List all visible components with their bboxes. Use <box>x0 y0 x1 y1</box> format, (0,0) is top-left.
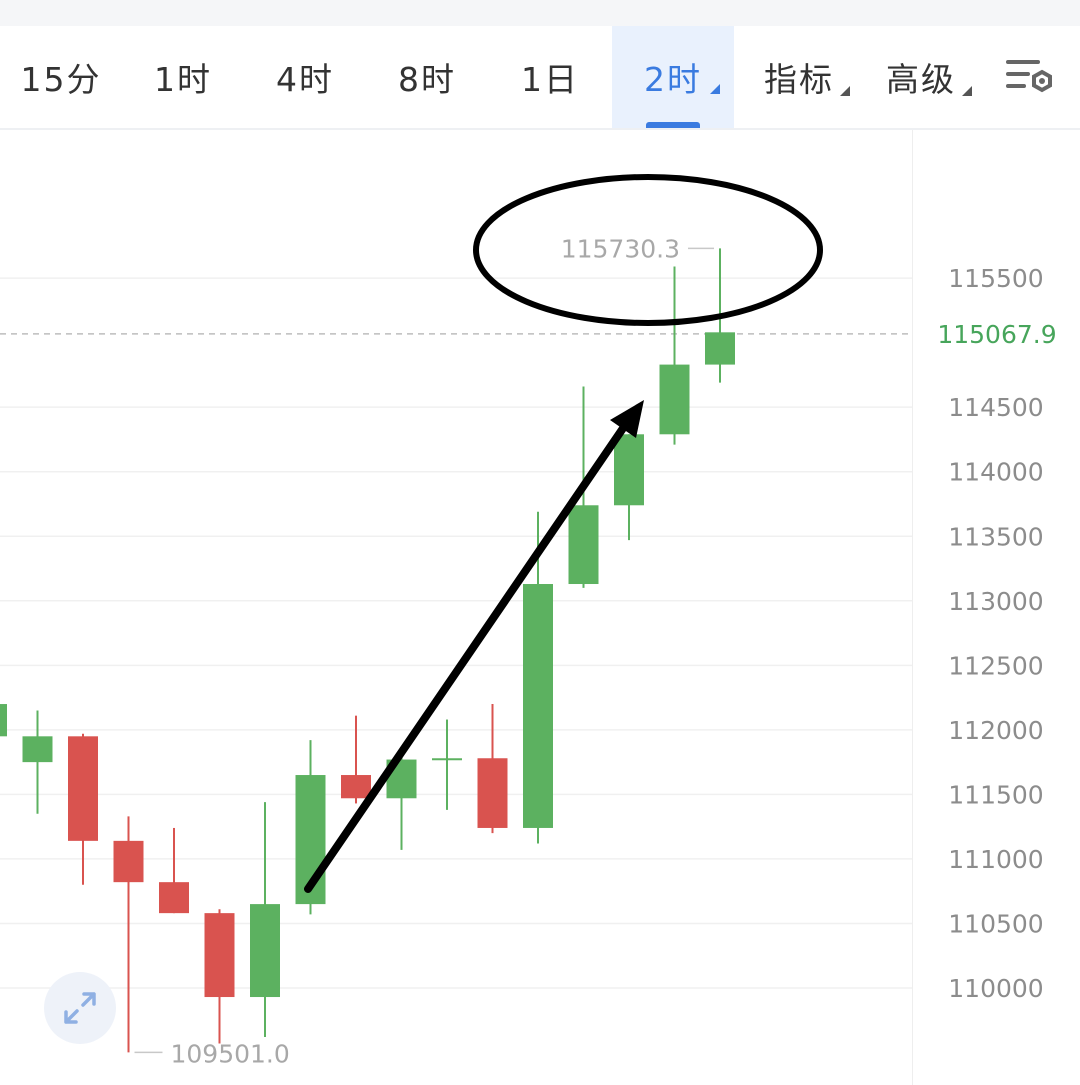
tab-label: 1时 <box>154 60 212 99</box>
y-tick-label: 113500 <box>948 522 1043 551</box>
high-price-label: 115730.3 <box>561 234 680 263</box>
candlestick-chart[interactable]: 110000 110500 111000 111500 112000 112500 1130… <box>0 130 1080 1085</box>
tab-1h[interactable]: 1时 <box>122 26 244 128</box>
active-tab-indicator <box>646 122 700 128</box>
y-tick-label: 115500 <box>948 264 1043 293</box>
timeframe-tab-bar: 15分 1时 4时 8时 1日 2时 指标 高级 <box>0 26 1080 128</box>
candle-body <box>705 332 735 365</box>
candle-body <box>341 775 371 799</box>
tab-label: 4时 <box>276 60 334 99</box>
price-axis-separator <box>912 130 913 1085</box>
expand-icon[interactable] <box>44 972 116 1044</box>
y-tick-label: 111000 <box>948 845 1043 874</box>
tab-label: 8时 <box>398 60 456 99</box>
candle-body <box>432 758 462 761</box>
y-tick-label: 110500 <box>948 909 1043 938</box>
tab-advanced-dropdown[interactable]: 高级 <box>862 26 980 128</box>
candle-body <box>113 840 144 883</box>
y-tick-label: 114500 <box>948 393 1043 422</box>
tab-indicators-dropdown[interactable]: 指标 <box>740 26 858 128</box>
y-tick-label: 110000 <box>948 974 1043 1003</box>
candle-body <box>659 364 690 435</box>
annotation-arrow-shaft <box>304 414 634 893</box>
y-tick-label: 111500 <box>948 780 1043 809</box>
y-tick-label: 113000 <box>948 587 1043 616</box>
status-strip <box>0 0 1080 26</box>
candle-body <box>477 758 508 828</box>
y-tick-label: 112500 <box>948 651 1043 680</box>
tab-15min[interactable]: 15分 <box>0 26 122 128</box>
candle-body <box>250 904 280 998</box>
tab-label: 高级 <box>886 60 956 99</box>
annotation-ellipse <box>473 174 823 326</box>
y-tick-label: 114000 <box>948 458 1043 487</box>
chart-settings-icon[interactable] <box>1004 56 1056 100</box>
tab-label: 1日 <box>521 60 579 99</box>
tab-4h[interactable]: 4时 <box>244 26 366 128</box>
candle-body <box>204 913 235 998</box>
tab-8h[interactable]: 8时 <box>366 26 488 128</box>
candle-body <box>68 736 98 841</box>
dropdown-triangle-icon <box>710 84 720 94</box>
candle-body <box>22 736 53 763</box>
tab-label: 15分 <box>20 60 102 99</box>
low-price-label: 109501.0 <box>171 1039 290 1068</box>
y-tick-label: 112000 <box>948 716 1043 745</box>
candle-body <box>0 704 7 737</box>
candle-body <box>568 505 599 585</box>
current-price-label: 115067.9 <box>937 319 1057 349</box>
candle-body <box>614 434 644 506</box>
annotation-arrow-head <box>610 400 644 438</box>
tab-label: 2时 <box>644 60 702 99</box>
current-price-tag: 115067.9 <box>914 318 1080 350</box>
tab-bar-divider <box>0 128 1080 130</box>
dropdown-triangle-icon <box>962 86 972 96</box>
dropdown-triangle-icon <box>840 86 850 96</box>
tab-1d[interactable]: 1日 <box>488 26 612 128</box>
candle-body <box>159 882 189 914</box>
candle-body <box>523 584 553 828</box>
tab-label: 指标 <box>764 60 834 99</box>
tab-2h-dropdown[interactable]: 2时 <box>612 26 734 128</box>
